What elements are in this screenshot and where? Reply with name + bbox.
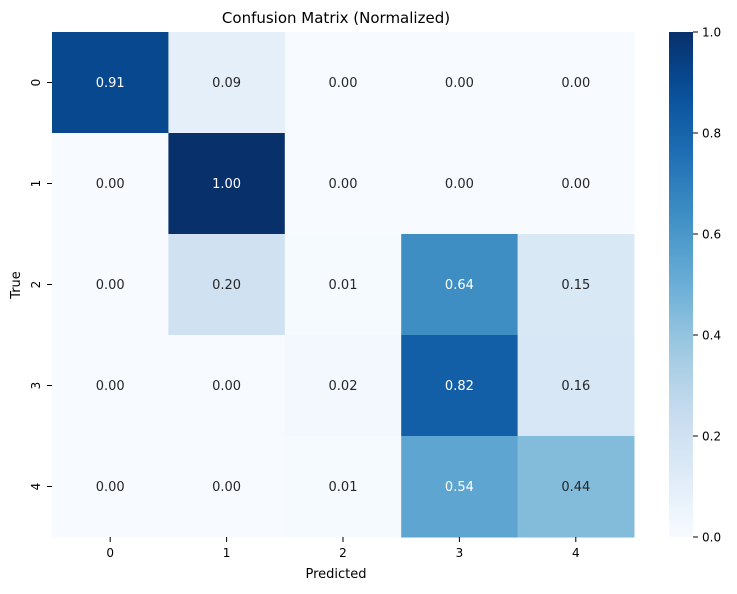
heatmap-cell-r2-c1 <box>168 234 286 336</box>
cell-value-r2-c3: 0.64 <box>445 278 474 293</box>
heatmap-cell-r2-c0 <box>52 234 169 336</box>
cell-value-r3-c2: 0.02 <box>329 379 358 394</box>
cell-value-r0-c3: 0.00 <box>445 76 474 91</box>
heatmap-cell-r0-c3 <box>401 32 519 134</box>
x-tick-label-0: 0 <box>106 546 114 560</box>
heatmap-cell-r3-c2 <box>284 335 402 437</box>
y-tick-label-0: 0 <box>29 79 43 87</box>
cell-value-r2-c2: 0.01 <box>329 278 358 293</box>
heatmap-cell-r1-c1 <box>168 133 286 235</box>
heatmap-cell-r4-c1 <box>168 436 286 538</box>
y-axis-label: True <box>9 271 24 300</box>
heatmap-cell-r0-c1 <box>168 32 286 134</box>
heatmap-cell-r3-c4 <box>517 335 635 437</box>
cell-value-r3-c4: 0.16 <box>561 379 590 394</box>
x-tick-label-4: 4 <box>572 546 580 560</box>
y-tick-label-4: 4 <box>29 483 43 491</box>
colorbar-tick-label-2: 0.4 <box>702 329 721 343</box>
y-tick-label-3: 3 <box>29 382 43 390</box>
cell-value-r4-c4: 0.44 <box>561 480 590 495</box>
heatmap-cell-r4-c2 <box>284 436 402 538</box>
cell-value-r0-c4: 0.00 <box>561 76 590 91</box>
cell-value-r4-c2: 0.01 <box>329 480 358 495</box>
cell-value-r0-c0: 0.91 <box>96 76 125 91</box>
heatmap-cells <box>52 32 635 538</box>
cell-value-r1-c1: 1.00 <box>212 177 241 192</box>
chart-title: Confusion Matrix (Normalized) <box>222 9 450 27</box>
heatmap-cell-r1-c0 <box>52 133 169 235</box>
cell-value-r3-c0: 0.00 <box>96 379 125 394</box>
heatmap-annotations: 0.91 0.09 0.00 0.00 0.00 0.00 1.00 0.00 0.00 0.00… <box>96 76 591 495</box>
colorbar-tick-label-5: 1.0 <box>702 26 721 40</box>
x-axis-ticks: 0 1 2 3 4 <box>106 537 580 560</box>
colorbar-tick-label-0: 0.0 <box>702 531 721 545</box>
heatmap-cell-r1-c3 <box>401 133 519 235</box>
heatmap-cell-r1-c2 <box>284 133 402 235</box>
colorbar-tick-label-3: 0.6 <box>702 228 721 242</box>
heatmap-cell-r4-c0 <box>52 436 169 538</box>
heatmap-cell-r0-c0 <box>52 32 169 134</box>
heatmap-cell-r2-c2 <box>284 234 402 336</box>
cell-value-r2-c1: 0.20 <box>212 278 241 293</box>
cell-value-r4-c0: 0.00 <box>96 480 125 495</box>
heatmap-cell-r0-c4 <box>517 32 635 134</box>
cell-value-r3-c1: 0.00 <box>212 379 241 394</box>
x-axis-label: Predicted <box>305 567 366 582</box>
cell-value-r1-c3: 0.00 <box>445 177 474 192</box>
cell-value-r2-c0: 0.00 <box>96 278 125 293</box>
cell-value-r1-c2: 0.00 <box>329 177 358 192</box>
y-tick-label-1: 1 <box>29 180 43 188</box>
colorbar <box>669 32 693 537</box>
heatmap-cell-r3-c1 <box>168 335 286 437</box>
cell-value-r0-c1: 0.09 <box>212 76 241 91</box>
colorbar-tick-label-4: 0.8 <box>702 127 721 141</box>
heatmap-cell-r3-c0 <box>52 335 169 437</box>
cell-value-r0-c2: 0.00 <box>329 76 358 91</box>
x-tick-label-1: 1 <box>223 546 231 560</box>
heatmap-cell-r2-c4 <box>517 234 635 336</box>
heatmap-cell-r4-c3 <box>401 436 519 538</box>
cell-value-r4-c1: 0.00 <box>212 480 241 495</box>
cell-value-r2-c4: 0.15 <box>561 278 590 293</box>
cell-value-r4-c3: 0.54 <box>445 480 474 495</box>
heatmap-cell-r4-c4 <box>517 436 635 538</box>
cell-value-r1-c4: 0.00 <box>561 177 590 192</box>
colorbar-ticks: 0.0 0.2 0.4 0.6 0.8 1.0 <box>693 26 721 545</box>
cell-value-r3-c3: 0.82 <box>445 379 474 394</box>
colorbar-tick-label-1: 0.2 <box>702 430 721 444</box>
heatmap-cell-r2-c3 <box>401 234 519 336</box>
heatmap-cell-r0-c2 <box>284 32 402 134</box>
y-tick-label-2: 2 <box>29 281 43 289</box>
y-axis-ticks: 0 1 2 3 4 <box>29 79 52 491</box>
cell-value-r1-c0: 0.00 <box>96 177 125 192</box>
x-tick-label-2: 2 <box>339 546 347 560</box>
heatmap-cell-r1-c4 <box>517 133 635 235</box>
x-tick-label-3: 3 <box>456 546 464 560</box>
heatmap-cell-r3-c3 <box>401 335 519 437</box>
